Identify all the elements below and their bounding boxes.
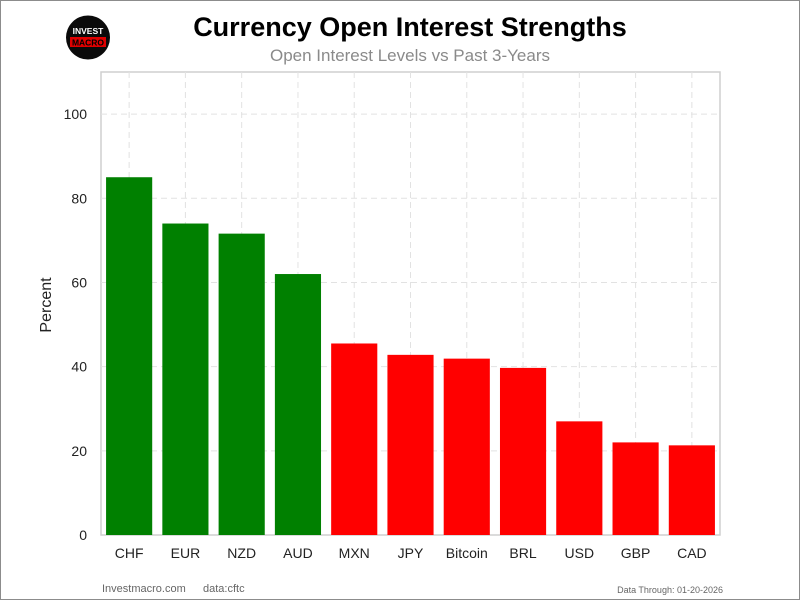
bar-jpy bbox=[387, 354, 434, 535]
x-tick-label: AUD bbox=[283, 545, 313, 561]
bar-gbp bbox=[612, 442, 659, 535]
footer-site: Investmacro.com bbox=[102, 583, 186, 595]
bar-aud bbox=[274, 274, 322, 535]
y-tick-label: 0 bbox=[79, 527, 87, 543]
chart-subtitle: Open Interest Levels vs Past 3-Years bbox=[269, 46, 551, 65]
x-tick-label: MXN bbox=[339, 545, 370, 561]
y-tick-label: 40 bbox=[71, 359, 87, 375]
x-tick-label: CHF bbox=[115, 545, 144, 561]
investmacro-logo: INVEST MACRO bbox=[66, 15, 110, 60]
bar-mxn bbox=[331, 343, 378, 535]
y-tick-label: 100 bbox=[64, 106, 88, 122]
bar-usd bbox=[556, 421, 603, 535]
chart-title: Currency Open Interest Strengths bbox=[193, 12, 627, 42]
x-tick-label: JPY bbox=[398, 545, 424, 561]
logo-text-top: INVEST bbox=[73, 26, 105, 36]
x-tick-label: USD bbox=[565, 545, 595, 561]
logo-text-bottom: MACRO bbox=[72, 38, 104, 48]
bar-eur bbox=[162, 223, 209, 535]
x-tick-label: CAD bbox=[677, 545, 707, 561]
bar-brl bbox=[499, 367, 547, 535]
x-tick-label: Bitcoin bbox=[446, 545, 488, 561]
x-tick-label: EUR bbox=[171, 545, 201, 561]
bar-chf bbox=[106, 177, 153, 535]
y-tick-label: 80 bbox=[71, 190, 87, 206]
x-tick-label: GBP bbox=[621, 545, 651, 561]
x-tick-label: NZD bbox=[227, 545, 256, 561]
bar-bitcoin bbox=[443, 358, 490, 535]
y-tick-label: 20 bbox=[71, 443, 87, 459]
footer-date: Data Through: 01-20-2026 bbox=[617, 585, 723, 595]
footer-source: data:cftc bbox=[203, 583, 245, 595]
bar-cad bbox=[668, 445, 715, 535]
x-tick-label: BRL bbox=[509, 545, 536, 561]
y-tick-label: 60 bbox=[71, 274, 87, 290]
bar-nzd bbox=[218, 233, 265, 535]
